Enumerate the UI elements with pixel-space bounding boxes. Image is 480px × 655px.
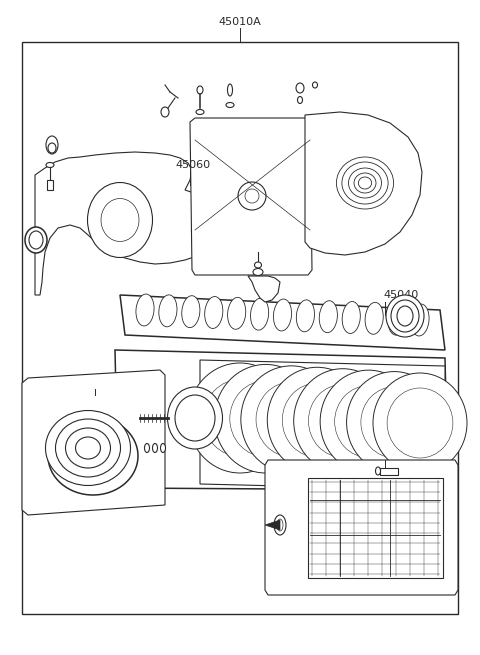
Ellipse shape [336, 157, 394, 209]
Ellipse shape [245, 189, 259, 203]
Ellipse shape [87, 183, 153, 257]
Ellipse shape [254, 262, 262, 268]
Ellipse shape [359, 177, 372, 189]
Polygon shape [190, 118, 312, 275]
Ellipse shape [296, 83, 304, 93]
Polygon shape [265, 460, 458, 595]
Ellipse shape [101, 198, 139, 242]
Ellipse shape [241, 366, 342, 473]
Ellipse shape [230, 381, 301, 457]
Ellipse shape [228, 297, 246, 329]
Ellipse shape [182, 295, 200, 328]
Ellipse shape [238, 182, 266, 210]
Text: 45040: 45040 [383, 290, 418, 300]
Ellipse shape [197, 86, 203, 94]
Ellipse shape [277, 519, 283, 531]
Ellipse shape [348, 168, 382, 198]
Ellipse shape [46, 162, 54, 168]
Ellipse shape [312, 82, 317, 88]
Polygon shape [265, 520, 280, 530]
Ellipse shape [48, 143, 56, 153]
Ellipse shape [274, 515, 286, 535]
Ellipse shape [153, 443, 157, 453]
Ellipse shape [175, 395, 215, 441]
Text: 45050: 45050 [368, 450, 403, 460]
Bar [380, 468, 398, 475]
Polygon shape [200, 360, 445, 490]
Polygon shape [120, 295, 445, 350]
Text: 45010A: 45010A [218, 17, 262, 27]
Ellipse shape [391, 300, 419, 332]
Ellipse shape [196, 109, 204, 115]
Ellipse shape [46, 136, 58, 154]
Ellipse shape [354, 173, 376, 193]
Bar [47, 180, 53, 190]
Ellipse shape [387, 388, 453, 458]
Ellipse shape [46, 411, 131, 485]
Ellipse shape [108, 205, 132, 235]
Ellipse shape [365, 303, 383, 334]
Ellipse shape [342, 162, 388, 204]
Ellipse shape [161, 107, 169, 117]
Bar [308, 478, 443, 578]
Ellipse shape [136, 294, 154, 326]
Ellipse shape [65, 428, 110, 468]
Bar [22, 42, 458, 614]
Text: 45030: 45030 [68, 378, 103, 388]
Ellipse shape [251, 298, 269, 330]
Ellipse shape [386, 295, 424, 337]
Polygon shape [248, 276, 280, 302]
Ellipse shape [188, 363, 292, 473]
Polygon shape [35, 152, 228, 295]
Ellipse shape [215, 364, 317, 473]
Ellipse shape [29, 231, 43, 249]
Ellipse shape [282, 383, 352, 457]
Polygon shape [22, 370, 165, 515]
Ellipse shape [375, 467, 381, 475]
Ellipse shape [204, 379, 276, 457]
Ellipse shape [253, 269, 263, 276]
Ellipse shape [226, 102, 234, 107]
Ellipse shape [373, 373, 467, 473]
Polygon shape [115, 350, 448, 490]
Polygon shape [305, 112, 422, 255]
Ellipse shape [309, 384, 377, 457]
Ellipse shape [298, 96, 302, 103]
Ellipse shape [168, 387, 223, 449]
Ellipse shape [267, 367, 367, 473]
Ellipse shape [256, 382, 327, 457]
Ellipse shape [25, 227, 47, 253]
Ellipse shape [319, 301, 337, 333]
Ellipse shape [48, 417, 138, 495]
Ellipse shape [274, 299, 291, 331]
Ellipse shape [320, 370, 417, 473]
Ellipse shape [228, 84, 232, 96]
Ellipse shape [159, 295, 177, 327]
Ellipse shape [160, 443, 166, 453]
Ellipse shape [335, 386, 402, 458]
Ellipse shape [361, 387, 428, 458]
Ellipse shape [204, 297, 223, 328]
Ellipse shape [411, 304, 429, 336]
Ellipse shape [342, 301, 360, 333]
Ellipse shape [144, 443, 149, 453]
Ellipse shape [296, 300, 314, 332]
Ellipse shape [294, 369, 392, 473]
Text: 45060: 45060 [175, 160, 210, 170]
Ellipse shape [56, 419, 120, 477]
Ellipse shape [347, 371, 442, 473]
Ellipse shape [397, 306, 413, 326]
Ellipse shape [75, 437, 100, 459]
Ellipse shape [388, 303, 406, 335]
